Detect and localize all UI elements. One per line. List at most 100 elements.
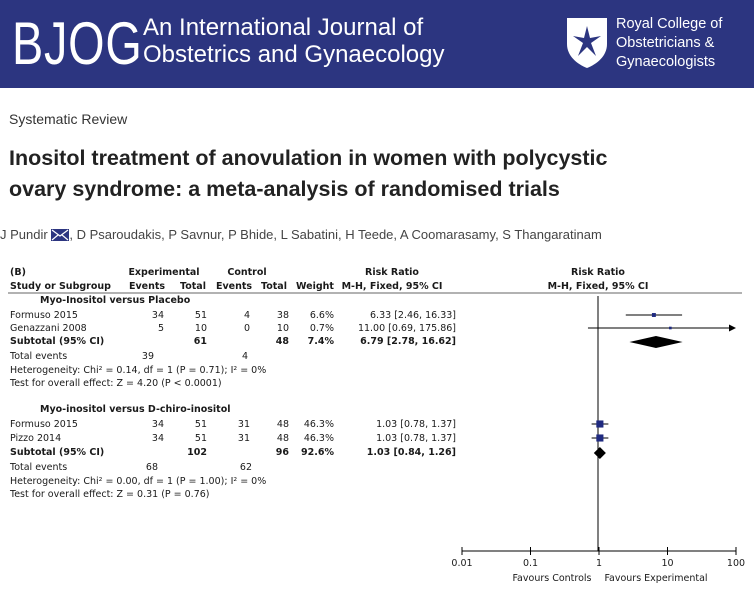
x-tick-label: 0.1 (523, 558, 538, 569)
heterogeneity: Heterogeneity: Chi² = 0.14, df = 1 (P = … (10, 365, 266, 376)
panel-label: (B) (10, 267, 26, 278)
effect-marker (596, 420, 604, 428)
mail-icon[interactable] (51, 229, 70, 241)
subtotal-e-total: 102 (187, 447, 207, 458)
journal-banner: BJOG An International Journal of Obstetr… (0, 0, 754, 88)
e-total: 51 (195, 419, 207, 430)
heterogeneity: Heterogeneity: Chi² = 0.00, df = 1 (P = … (10, 476, 266, 487)
table-headers: (B) Experimental Control Risk Ratio Risk… (8, 267, 742, 294)
header-method: M-H, Fixed, 95% CI (342, 281, 443, 292)
subtotal-c-total: 96 (276, 447, 290, 458)
rr-ci: 1.03 [0.78, 1.37] (376, 433, 456, 444)
author-list: J Pundir , D Psaroudakis, P Savnur, P Bh… (0, 227, 602, 242)
rcog-name: Royal College of Obstetricians & Gynaeco… (616, 15, 722, 72)
e-events: 5 (158, 323, 164, 334)
subgroup-1: Myo-Inositol versus Placebo Formuso 2015… (9, 295, 456, 389)
c-events: 4 (244, 310, 250, 321)
header-c-total: Total (261, 281, 287, 292)
subgroup-title: Myo-Inositol versus Placebo (40, 295, 191, 306)
header-study: Study or Subgroup (10, 281, 111, 292)
x-tick-label: 10 (661, 558, 673, 569)
header-weight: Weight (296, 281, 334, 292)
plot-header-method: M-H, Fixed, 95% CI (548, 281, 649, 292)
author-link[interactable]: H Teede (345, 227, 394, 242)
forest-plot: 0.01 0.1 1 10 100 Favours Controls Favours E… (451, 296, 745, 584)
effect-marker (669, 326, 672, 330)
header-c-events: Events (216, 281, 252, 292)
subtotal-e-total: 61 (194, 336, 207, 347)
c-total: 10 (277, 323, 289, 334)
subtotal-rr-ci: 1.03 [0.84, 1.26] (367, 447, 456, 458)
rr-ci: 6.33 [2.46, 16.33] (370, 310, 456, 321)
c-events: 0 (244, 323, 250, 334)
header-control: Control (227, 267, 266, 278)
favours-controls-label: Favours Controls (512, 573, 591, 584)
journal-name-line-2: Obstetrics and Gynaecology (143, 41, 445, 68)
weight: 6.6% (310, 310, 334, 321)
subgroup-2: Myo-inositol versus D-chiro-inositol For… (9, 404, 456, 500)
journal-name-line-1: An International Journal of (143, 14, 424, 41)
effect-marker (596, 434, 604, 442)
e-total: 51 (195, 310, 207, 321)
total-events-label: Total events (9, 351, 67, 362)
rcog-name-line-2: Obstetricians & (616, 35, 715, 51)
subtotal-label: Subtotal (95% CI) (10, 447, 104, 458)
ci-arrow (729, 324, 736, 332)
x-tick-label: 0.01 (451, 558, 472, 569)
subtotal-weight: 92.6% (301, 447, 334, 458)
overall-effect: Test for overall effect: Z = 0.31 (P = 0… (9, 489, 210, 500)
subgroup-title: Myo-inositol versus D-chiro-inositol (40, 404, 231, 415)
journal-name: An International Journal of Obstetrics a… (143, 14, 445, 68)
author-link[interactable]: P Savnur (168, 227, 221, 242)
plot-marks (587, 313, 736, 459)
x-axis-ticks: 0.01 0.1 1 10 100 (451, 547, 745, 569)
rcog-crest-icon (567, 18, 607, 68)
subtotal-rr-ci: 6.79 [2.78, 16.62] (360, 336, 456, 347)
study-name: Formuso 2015 (10, 310, 78, 321)
e-events: 34 (152, 419, 164, 430)
x-tick-label: 100 (727, 558, 745, 569)
e-events: 34 (152, 433, 164, 444)
article-title: Inositol treatment of anovulation in wom… (9, 143, 749, 205)
author-link[interactable]: A Coomarasamy (399, 227, 496, 242)
rr-ci: 1.03 [0.78, 1.37] (376, 419, 456, 430)
overall-effect: Test for overall effect: Z = 4.20 (P < 0… (9, 378, 222, 389)
weight: 46.3% (304, 433, 334, 444)
total-events-e: 68 (146, 462, 158, 473)
c-events: 31 (238, 433, 250, 444)
header-e-events: Events (129, 281, 165, 292)
effect-marker (651, 313, 656, 317)
author-link[interactable]: D Psaroudakis (76, 227, 162, 242)
c-total: 48 (277, 419, 289, 430)
header-e-total: Total (180, 281, 206, 292)
subtotal-c-total: 48 (276, 336, 290, 347)
weight: 46.3% (304, 419, 334, 430)
e-total: 10 (195, 323, 207, 334)
total-events-c: 4 (242, 351, 248, 362)
c-events: 31 (238, 419, 250, 430)
study-name: Formuso 2015 (10, 419, 78, 430)
subtotal-label: Subtotal (95% CI) (10, 336, 104, 347)
article-title-line-1: Inositol treatment of anovulation in wom… (9, 146, 608, 170)
rcog-name-line-1: Royal College of (616, 16, 723, 32)
rcog-name-line-3: Gynaecologists (616, 54, 716, 70)
c-total: 48 (277, 433, 289, 444)
author-link[interactable]: J Pundir (0, 227, 48, 242)
x-tick-label: 1 (596, 558, 602, 569)
article-section: Systematic Review (9, 111, 128, 127)
study-name: Pizzo 2014 (10, 433, 61, 444)
plot-header-risk-ratio: Risk Ratio (571, 267, 625, 278)
total-events-c: 62 (240, 462, 252, 473)
subtotal-diamond (593, 447, 606, 459)
e-events: 34 (152, 310, 164, 321)
rr-ci: 11.00 [0.69, 175.86] (358, 323, 456, 334)
e-total: 51 (195, 433, 207, 444)
author-link[interactable]: P Bhide (228, 227, 274, 242)
author-link[interactable]: S Thangaratinam (502, 227, 602, 242)
study-name: Genazzani 2008 (10, 323, 87, 334)
header-risk-ratio: Risk Ratio (365, 267, 419, 278)
bjog-logo[interactable]: BJOG (12, 10, 143, 77)
c-total: 38 (277, 310, 289, 321)
author-link[interactable]: L Sabatini (280, 227, 338, 242)
